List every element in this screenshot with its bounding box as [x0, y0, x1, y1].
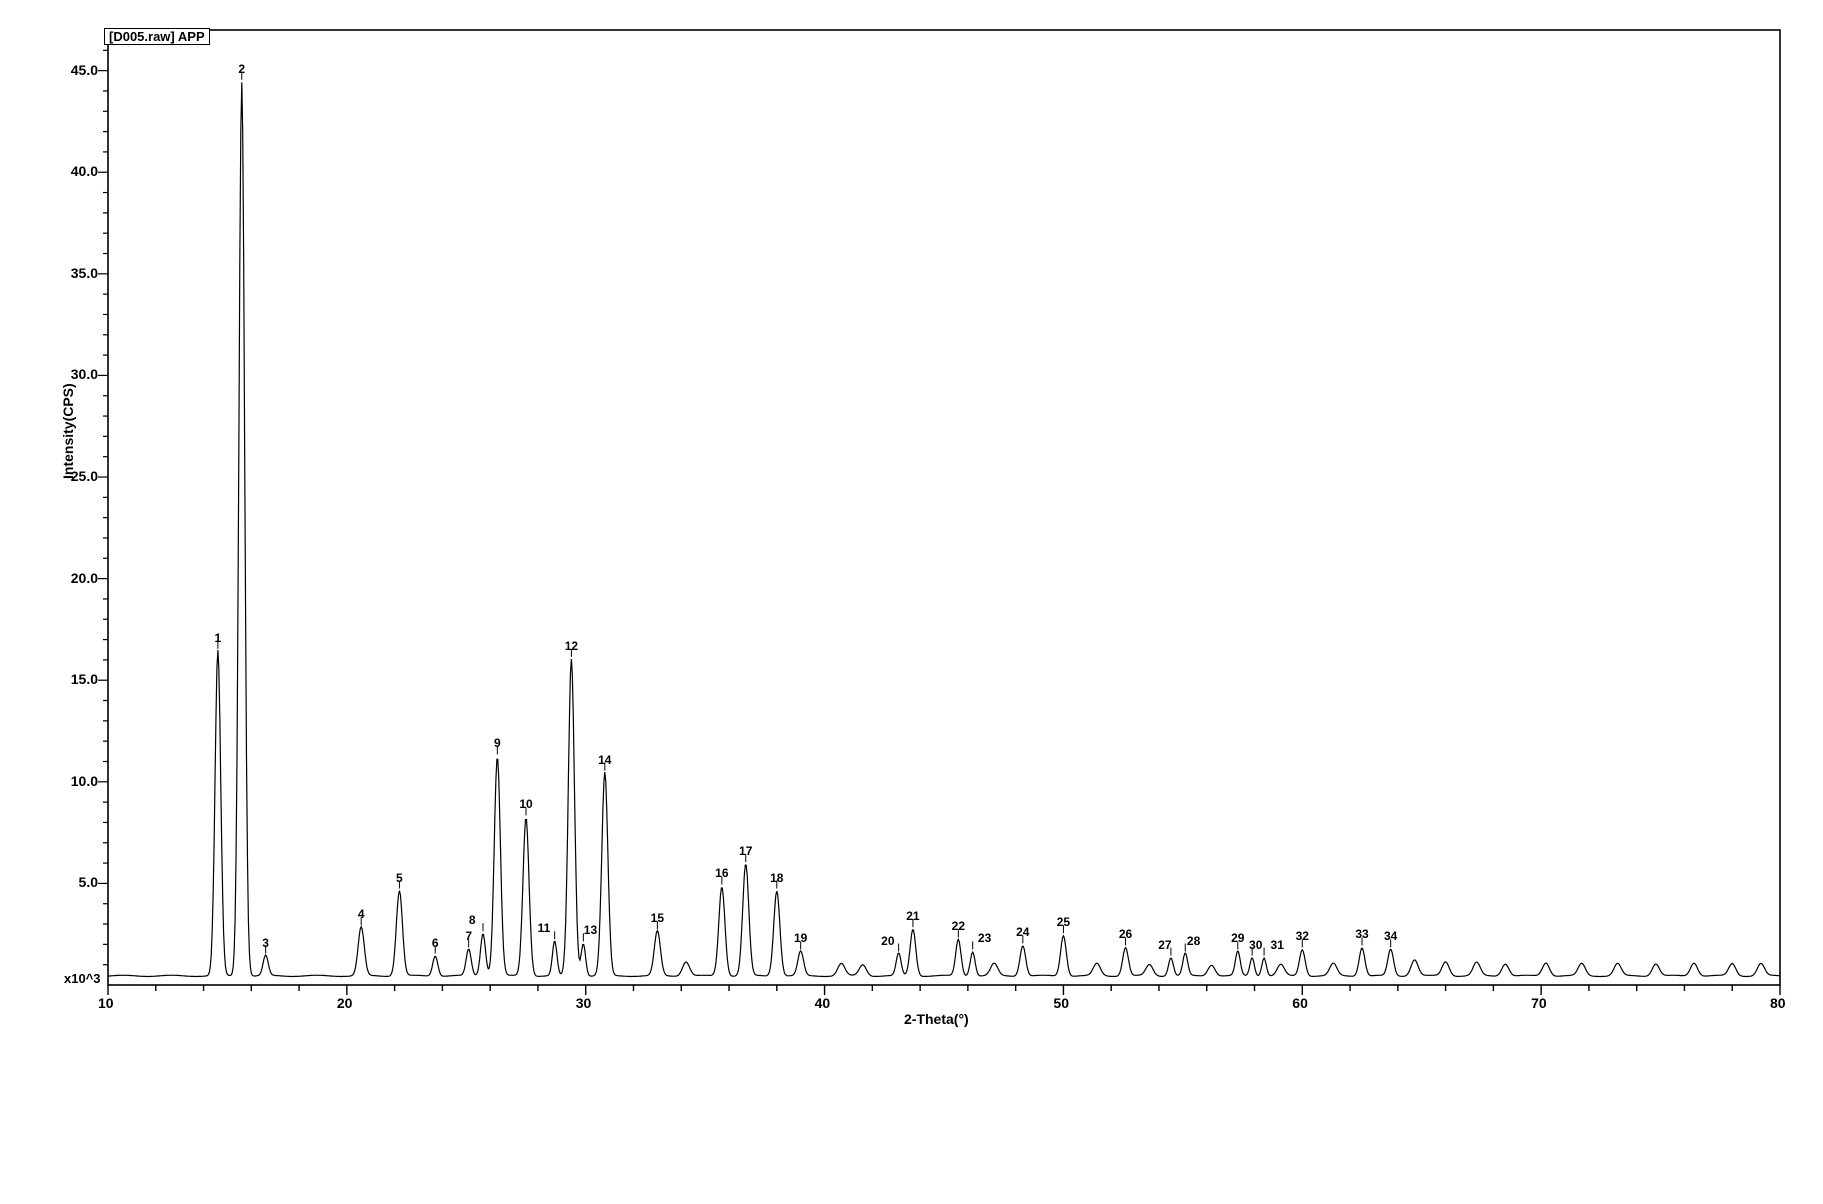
- y-tick-label: 15.0: [58, 671, 98, 687]
- peak-label: 16: [715, 866, 728, 880]
- peak-label: 7: [465, 929, 472, 943]
- y-tick-label: 30.0: [58, 366, 98, 382]
- y-axis-label: Intensity(CPS): [60, 383, 76, 479]
- peak-label: 23: [978, 931, 991, 945]
- peak-label: 4: [358, 907, 365, 921]
- peak-label: 24: [1016, 925, 1029, 939]
- x-tick-label: 30: [576, 995, 592, 1011]
- chart-title: [D005.raw] APP: [104, 28, 210, 45]
- peak-label: 10: [519, 797, 532, 811]
- peak-label: 32: [1296, 929, 1309, 943]
- peak-label: 5: [396, 871, 403, 885]
- y-tick-label: 20.0: [58, 570, 98, 586]
- peak-label: 1: [215, 631, 222, 645]
- peak-label: 11: [538, 921, 551, 935]
- peak-label: 34: [1384, 929, 1397, 943]
- peak-label: 9: [494, 736, 501, 750]
- x-tick-label: 10: [98, 995, 114, 1011]
- x-tick-label: 70: [1531, 995, 1547, 1011]
- peak-label: 30: [1249, 938, 1262, 952]
- peak-label: 2: [238, 62, 245, 76]
- peak-label: 29: [1231, 931, 1244, 945]
- y-tick-label: 5.0: [58, 874, 98, 890]
- x-tick-label: 60: [1292, 995, 1308, 1011]
- peak-label: 19: [794, 931, 807, 945]
- peak-label: 25: [1057, 915, 1070, 929]
- peak-label: 6: [432, 936, 439, 950]
- peak-label: 12: [565, 639, 578, 653]
- peak-label: 21: [906, 909, 919, 923]
- peak-label: 22: [952, 919, 965, 933]
- peak-label: 17: [739, 844, 752, 858]
- peak-label: 26: [1119, 927, 1132, 941]
- peak-label: 20: [881, 934, 894, 948]
- peak-label: 27: [1158, 938, 1171, 952]
- peak-label: 14: [598, 753, 611, 767]
- y-tick-label: 10.0: [58, 773, 98, 789]
- peak-label: 13: [584, 923, 597, 937]
- y-tick-label: 35.0: [58, 265, 98, 281]
- y-tick-label: 25.0: [58, 468, 98, 484]
- x-tick-label: 50: [1053, 995, 1069, 1011]
- peak-label: 31: [1271, 938, 1284, 952]
- y-tick-label: 45.0: [58, 62, 98, 78]
- peak-label: 28: [1187, 934, 1200, 948]
- y-tick-label: 40.0: [58, 163, 98, 179]
- peak-label: 3: [262, 936, 269, 950]
- x-tick-label: 40: [815, 995, 831, 1011]
- x-tick-label: 80: [1770, 995, 1786, 1011]
- y-axis-scale: x10^3: [64, 971, 101, 986]
- x-tick-label: 20: [337, 995, 353, 1011]
- peak-label: 18: [770, 871, 783, 885]
- peak-label: 8: [469, 913, 476, 927]
- peak-label: 33: [1355, 927, 1368, 941]
- peak-label: 15: [651, 911, 664, 925]
- x-axis-label: 2-Theta(°): [904, 1011, 969, 1027]
